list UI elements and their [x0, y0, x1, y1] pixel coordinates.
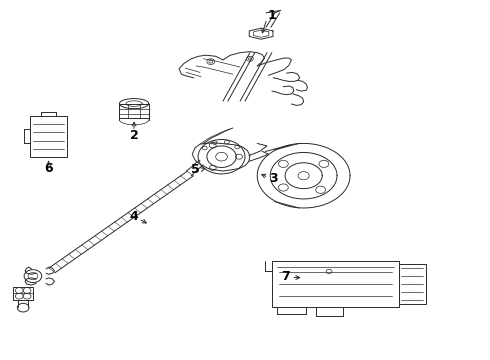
FancyBboxPatch shape	[30, 116, 67, 157]
Text: 2: 2	[130, 129, 139, 142]
Text: 1: 1	[268, 9, 276, 22]
Text: 7: 7	[281, 270, 290, 283]
Text: 6: 6	[44, 162, 53, 175]
FancyBboxPatch shape	[272, 261, 399, 307]
FancyBboxPatch shape	[399, 264, 426, 305]
Text: 3: 3	[269, 172, 278, 185]
Text: 5: 5	[191, 163, 199, 176]
Text: 4: 4	[129, 210, 138, 223]
FancyBboxPatch shape	[120, 104, 149, 118]
